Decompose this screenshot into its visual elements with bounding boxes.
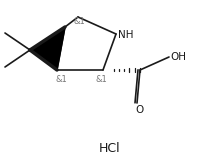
- Text: O: O: [135, 105, 143, 115]
- Polygon shape: [30, 27, 65, 70]
- Text: OH: OH: [170, 52, 186, 62]
- Text: NH: NH: [118, 30, 133, 40]
- Text: &1: &1: [55, 75, 67, 85]
- Text: &1: &1: [73, 16, 85, 26]
- Text: &1: &1: [95, 75, 107, 85]
- Text: HCl: HCl: [99, 141, 121, 155]
